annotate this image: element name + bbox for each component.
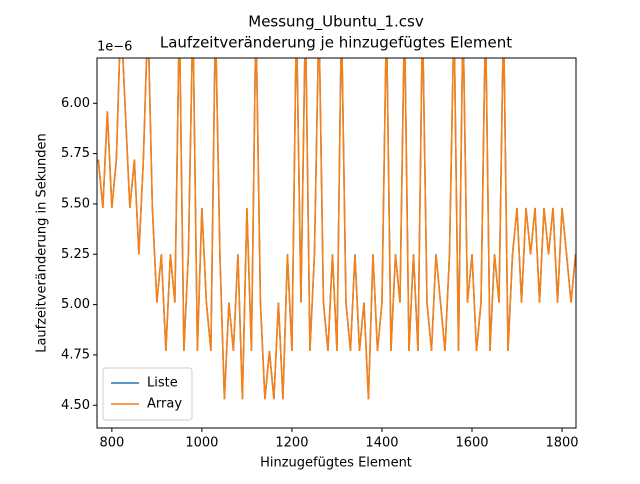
x-tick-label: 1000 bbox=[185, 436, 218, 451]
y-tick-label: 5.25 bbox=[61, 247, 90, 262]
x-tick-label: 1600 bbox=[455, 436, 488, 451]
plot-frame bbox=[96, 57, 577, 429]
legend-label: Array bbox=[147, 397, 182, 412]
y-tick-label: 4.50 bbox=[61, 398, 90, 413]
y-tick-label: 5.75 bbox=[61, 146, 90, 161]
x-axis-label: Hinzugefügtes Element bbox=[260, 456, 412, 471]
y-axis-label: Laufzeitveränderung in Sekunden bbox=[35, 133, 50, 353]
x-tick-label: 800 bbox=[99, 436, 124, 451]
y-offset-label: 1e−6 bbox=[97, 40, 132, 55]
chart-subtitle: Laufzeitveränderung je hinzugefügtes Ele… bbox=[160, 34, 512, 52]
legend-label: Liste bbox=[147, 376, 178, 391]
data-line bbox=[97, 58, 576, 400]
chart-title: Messung_Ubuntu_1.csv bbox=[248, 13, 424, 32]
y-tick-label: 5.00 bbox=[61, 297, 90, 312]
y-tick-label: 5.50 bbox=[61, 196, 90, 211]
x-tick-label: 1200 bbox=[275, 436, 308, 451]
y-tick-label: 6.00 bbox=[61, 96, 90, 111]
x-tick-label: 1400 bbox=[365, 436, 398, 451]
x-tick-label: 1800 bbox=[545, 436, 578, 451]
legend-box bbox=[102, 367, 193, 421]
y-tick-label: 4.75 bbox=[61, 347, 90, 362]
